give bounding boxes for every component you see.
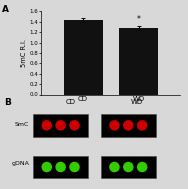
Text: gDNA: gDNA (11, 161, 29, 167)
Y-axis label: 5mC R.I.: 5mC R.I. (21, 39, 27, 67)
Ellipse shape (42, 120, 52, 131)
Ellipse shape (55, 162, 66, 172)
Ellipse shape (123, 162, 134, 172)
Text: B: B (4, 98, 11, 107)
FancyBboxPatch shape (101, 156, 156, 178)
Ellipse shape (42, 162, 52, 172)
FancyBboxPatch shape (33, 114, 88, 137)
Ellipse shape (123, 120, 134, 131)
Bar (119, 28, 158, 94)
Ellipse shape (109, 162, 120, 172)
Ellipse shape (109, 120, 120, 131)
FancyBboxPatch shape (101, 114, 156, 137)
Text: WD: WD (131, 99, 143, 105)
Ellipse shape (69, 162, 80, 172)
Text: CD: CD (65, 99, 76, 105)
Bar (64, 20, 103, 94)
Text: *: * (137, 15, 141, 24)
FancyBboxPatch shape (33, 156, 88, 178)
Ellipse shape (69, 120, 80, 131)
Text: SmC: SmC (15, 122, 29, 127)
Text: A: A (2, 5, 9, 14)
Ellipse shape (137, 120, 147, 131)
Ellipse shape (55, 120, 66, 131)
Ellipse shape (137, 162, 147, 172)
